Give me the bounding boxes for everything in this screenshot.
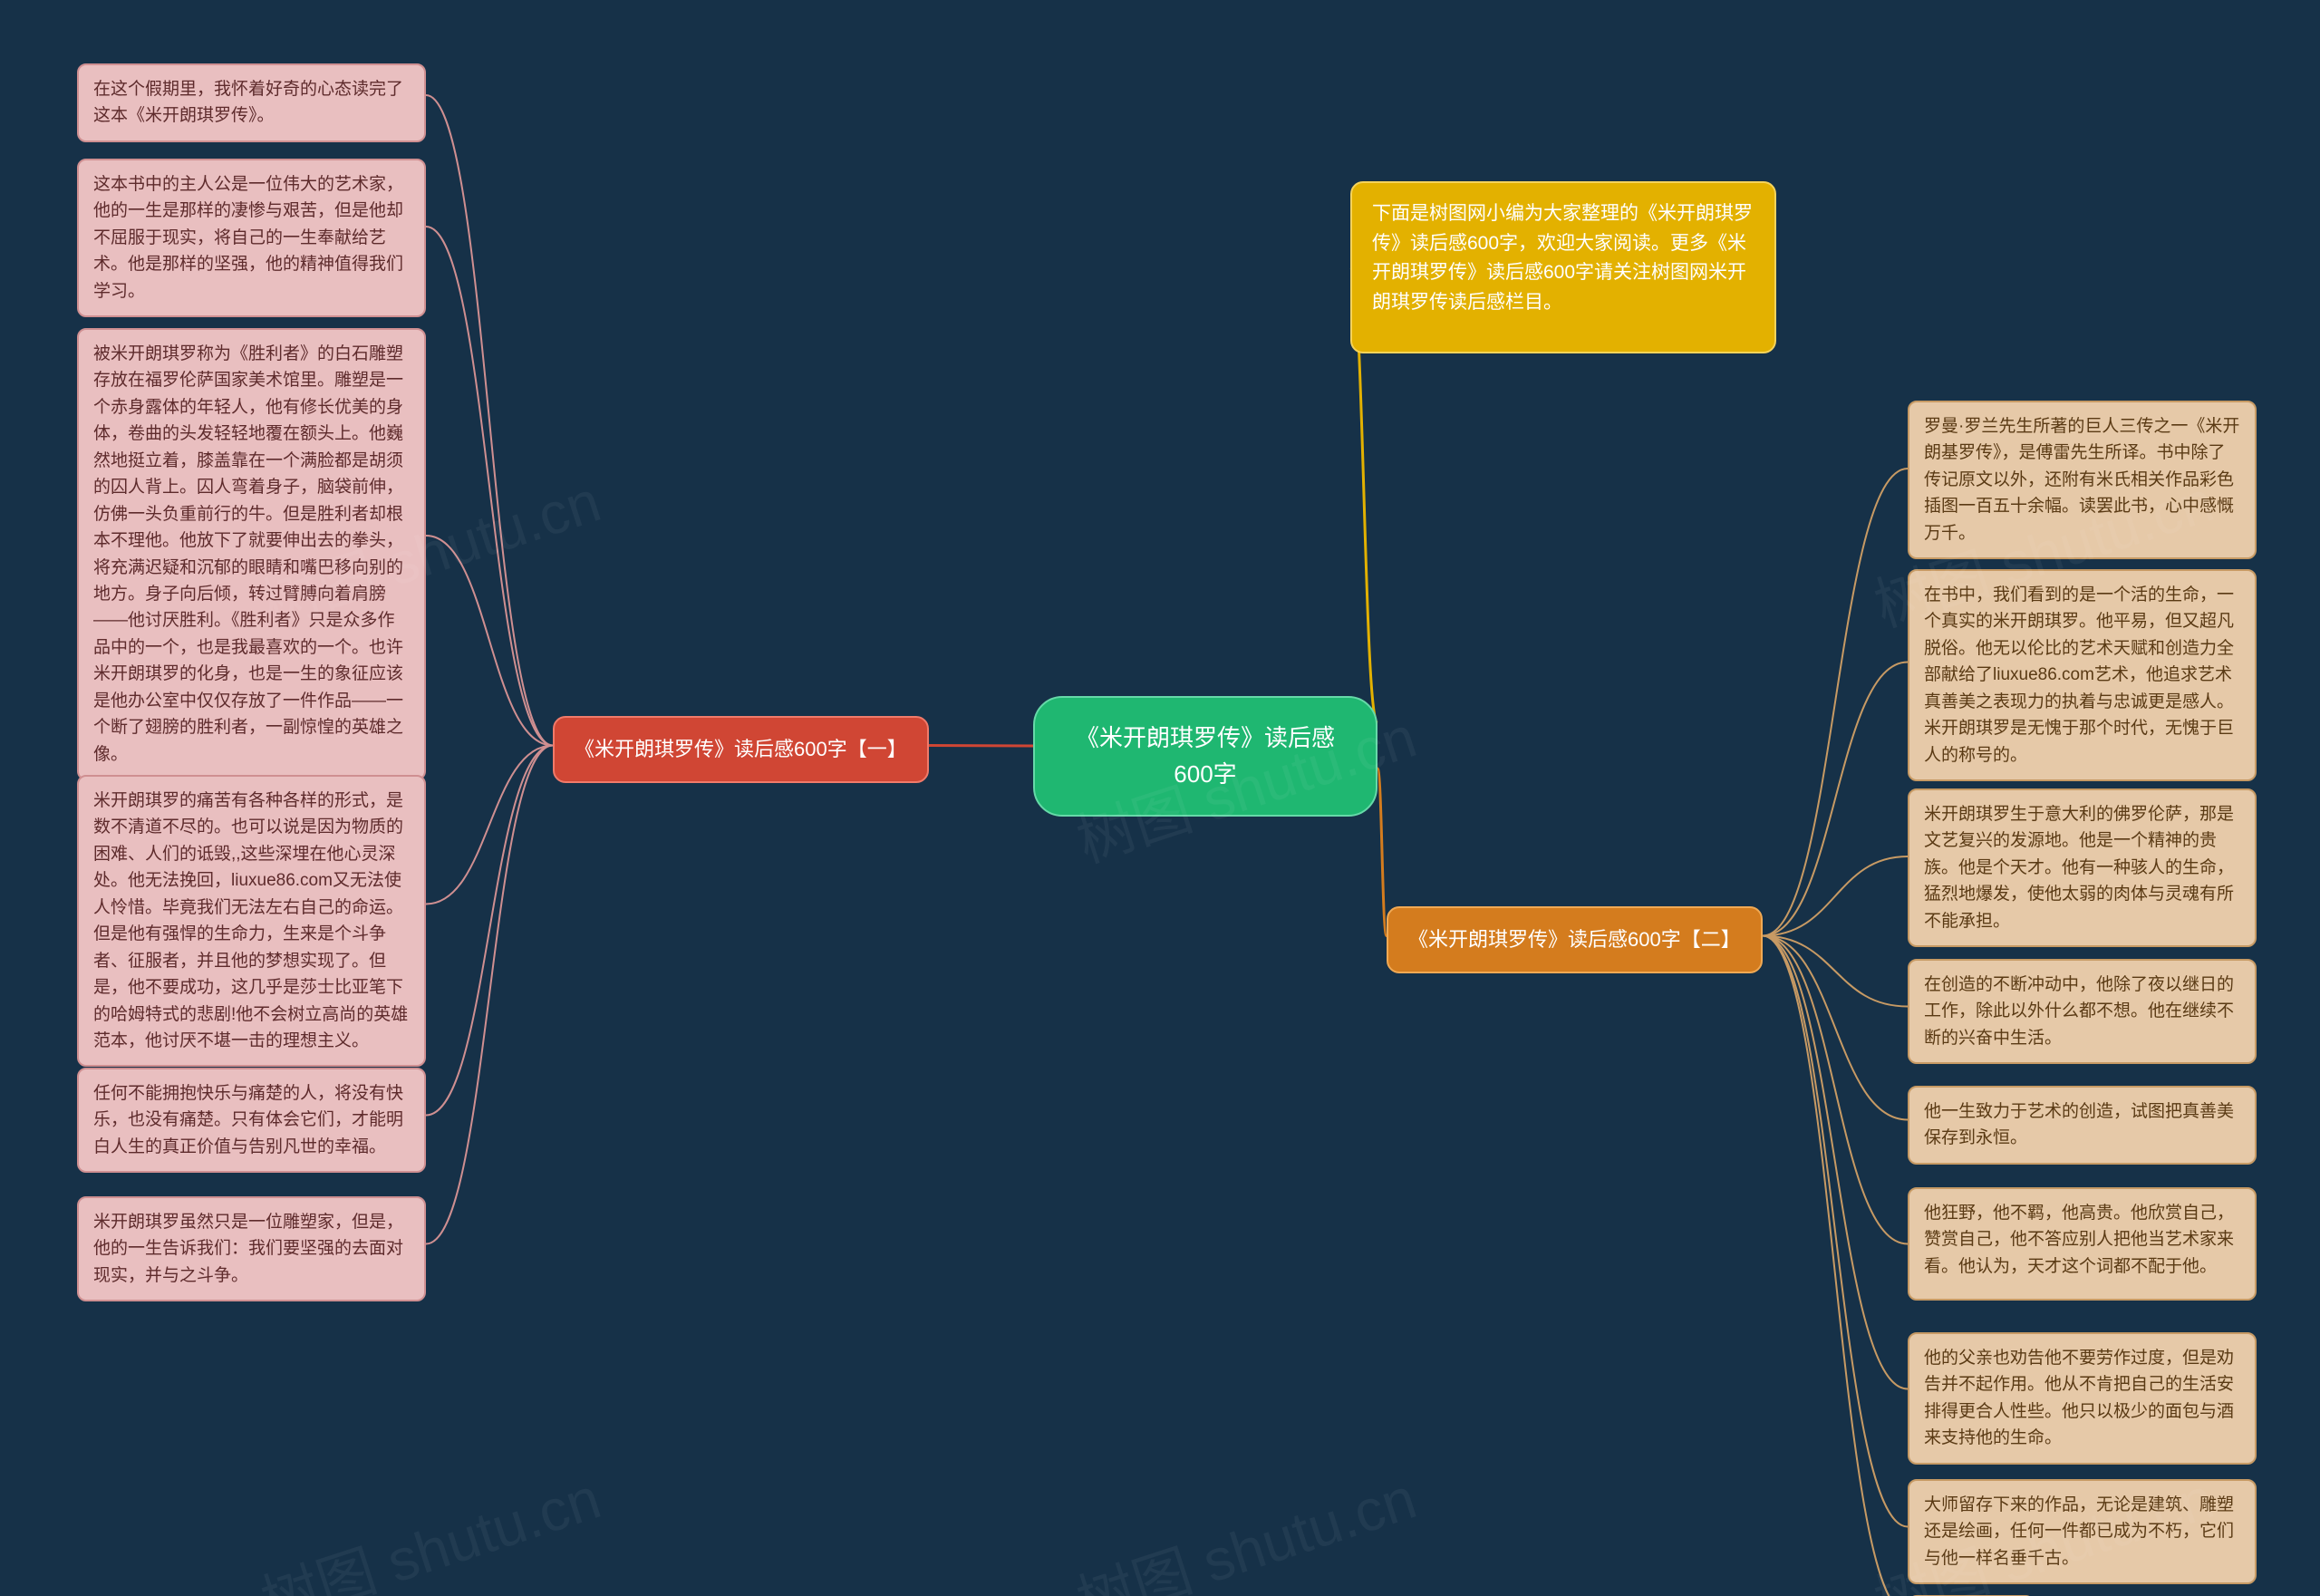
leaf-right-item[interactable]: 他一生致力于艺术的创造，试图把真善美保存到永恒。 [1908, 1086, 2257, 1165]
leaf-left-item[interactable]: 这本书中的主人公是一位伟大的艺术家，他的一生是那样的凄惨与艰苦，但是他却不屈服于… [77, 159, 426, 317]
leaf-right-item[interactable]: 在创造的不断冲动中，他除了夜以继日的工作，除此以外什么都不想。他在继续不断的兴奋… [1908, 959, 2257, 1064]
leaf-right-item[interactable]: 大师留存下来的作品，无论是建筑、雕塑还是绘画，任何一件都已成为不朽，它们与他一样… [1908, 1479, 2257, 1584]
leaf-right-item[interactable]: 他的父亲也劝告他不要劳作过度，但是劝告并不起作用。他从不肯把自己的生活安排得更合… [1908, 1332, 2257, 1465]
root-node[interactable]: 《米开朗琪罗传》读后感600字 [1033, 696, 1378, 817]
leaf-left-item[interactable]: 米开朗琪罗的痛苦有各种各样的形式，是数不清道不尽的。也可以说是因为物质的困难、人… [77, 775, 426, 1067]
leaf-right-item[interactable]: 在书中，我们看到的是一个活的生命，一个真实的米开朗琪罗。他平易，但又超凡脱俗。他… [1908, 569, 2257, 781]
leaf-left-item[interactable]: 在这个假期里，我怀着好奇的心态读完了这本《米开朗琪罗传》。 [77, 63, 426, 142]
leaf-right-item[interactable]: 米开朗琪罗生于意大利的佛罗伦萨，那是文艺复兴的发源地。他是一个精神的贵族。他是个… [1908, 788, 2257, 947]
watermark: 树图 shutu.cn [249, 1452, 609, 1596]
leaf-left-item[interactable]: 任何不能拥抱快乐与痛楚的人，将没有快乐，也没有痛楚。只有体会它们，才能明白人生的… [77, 1068, 426, 1173]
branch-essay-one[interactable]: 《米开朗琪罗传》读后感600字【一】 [553, 716, 929, 783]
leaf-left-item[interactable]: 米开朗琪罗虽然只是一位雕塑家，但是，他的一生告诉我们：我们要坚强的去面对现实，并… [77, 1196, 426, 1301]
watermark: 树图 shutu.cn [1065, 1452, 1425, 1596]
leaf-right-item[interactable]: 罗曼·罗兰先生所著的巨人三传之一《米开朗基罗传》，是傅雷先生所译。书中除了传记原… [1908, 401, 2257, 559]
branch-essay-two[interactable]: 《米开朗琪罗传》读后感600字【二】 [1387, 906, 1763, 973]
leaf-right-item[interactable]: 他狂野，他不羁，他高贵。他欣赏自己，赞赏自己，他不答应别人把他当艺术家来看。他认… [1908, 1187, 2257, 1301]
leaf-left-item[interactable]: 被米开朗琪罗称为《胜利者》的白石雕塑存放在福罗伦萨国家美术馆里。雕塑是一个赤身露… [77, 328, 426, 780]
branch-intro[interactable]: 下面是树图网小编为大家整理的《米开朗琪罗传》读后感600字，欢迎大家阅读。更多《… [1350, 181, 1776, 353]
